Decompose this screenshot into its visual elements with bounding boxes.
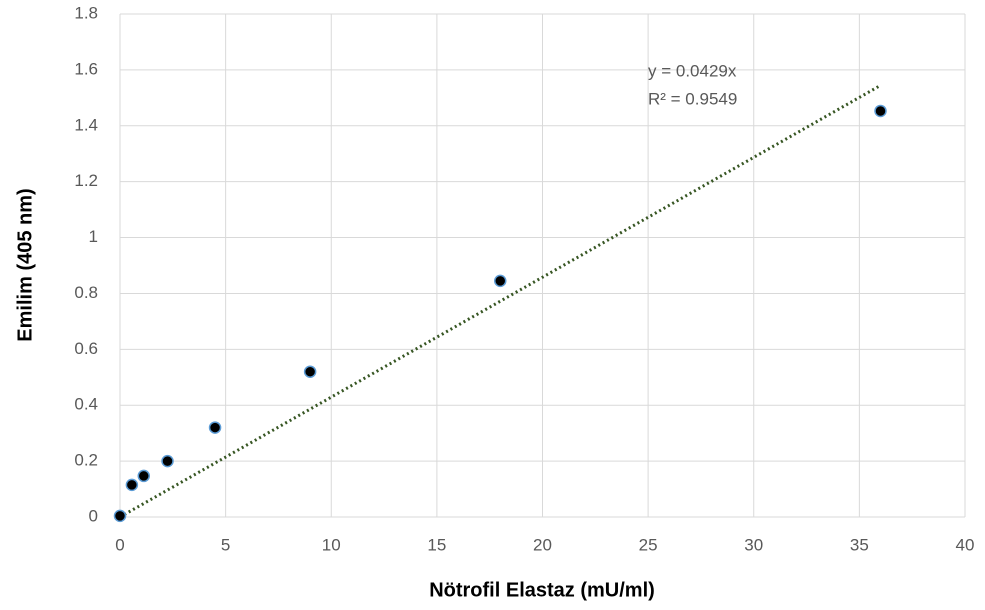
x-tick-label: 40 [956,535,975,554]
x-tick-label: 5 [221,535,230,554]
trendline-equation: y = 0.0429x [648,61,737,80]
y-tick-label: 0.6 [74,339,98,358]
x-axis-title: Nötrofil Elastaz (mU/ml) [429,579,655,601]
data-point [208,421,222,434]
data-point [161,454,174,468]
y-tick-label: 1.4 [74,115,98,134]
y-tick-label: 1.6 [74,59,98,78]
y-tick-label: 1.8 [74,3,98,22]
y-tick-label: 0.2 [74,451,98,470]
x-tick-label: 25 [639,535,658,554]
data-point [137,469,151,483]
data-point [494,274,507,288]
y-tick-label: 0 [89,506,98,525]
x-tick-label: 10 [322,535,341,554]
y-tick-label: 0.4 [74,395,98,414]
data-point [125,478,139,492]
y-tick-label: 1.2 [74,171,98,190]
y-tick-label: 1 [89,227,98,246]
trendline [119,84,882,519]
x-tick-label: 35 [850,535,869,554]
x-tick-label: 0 [115,535,124,554]
data-point [303,365,317,378]
y-tick-label: 0.8 [74,283,98,302]
x-tick-label: 20 [533,535,552,554]
data-point [113,509,127,523]
y-axis-title: Emilim (405 nm) [14,188,36,341]
data-point [874,104,887,118]
x-tick-label: 15 [427,535,446,554]
trendline-r2: R² = 0.9549 [648,89,737,108]
x-tick-label: 30 [744,535,763,554]
